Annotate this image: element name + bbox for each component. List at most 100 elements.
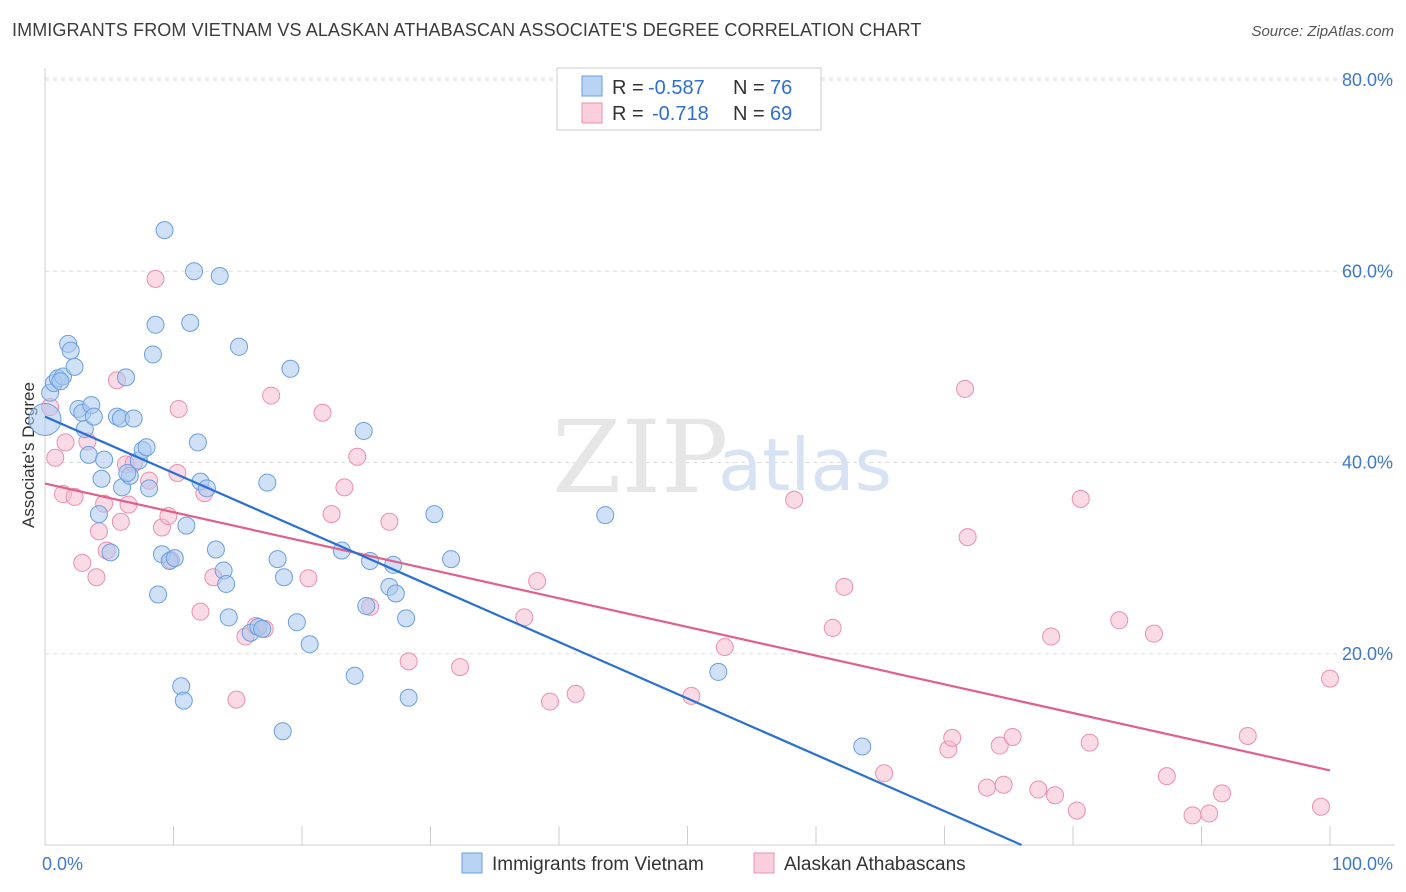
point-immigrants-from-vietnam (185, 262, 204, 281)
legend-r-label-pink: R = (612, 103, 644, 125)
point-immigrants-from-vietnam (397, 609, 416, 628)
legend-r-value-blue: -0.587 (648, 77, 705, 99)
y-tick-labels: 20.0% 40.0% 60.0% 80.0% (1342, 70, 1393, 664)
point-immigrants-from-vietnam (709, 662, 728, 681)
point-alaskan-athabascans (958, 528, 977, 547)
point-immigrants-from-vietnam (230, 337, 249, 356)
point-alaskan-athabascans (1144, 624, 1163, 643)
point-alaskan-athabascans (715, 638, 734, 657)
bottom-legend-swatch-blue (461, 852, 483, 874)
legend-n-label-blue: N = (733, 77, 765, 99)
y-axis-title: Associate's Degree (19, 382, 38, 528)
point-alaskan-athabascans (943, 728, 962, 747)
point-immigrants-from-vietnam (140, 479, 159, 498)
point-immigrants-from-vietnam (149, 585, 168, 604)
point-immigrants-from-vietnam (146, 315, 165, 334)
point-alaskan-athabascans (1110, 611, 1129, 630)
point-alaskan-athabascans (146, 269, 165, 288)
point-alaskan-athabascans (1029, 780, 1048, 799)
trend-line-immigrants-from-vietnam (44, 415, 1023, 847)
x-tick-labels: 0.0% 100.0% (42, 854, 1393, 874)
point-alaskan-athabascans (1238, 726, 1257, 745)
point-immigrants-from-vietnam (253, 619, 272, 638)
point-immigrants-from-vietnam (155, 221, 174, 240)
point-alaskan-athabascans (111, 512, 130, 531)
point-immigrants-from-vietnam (425, 505, 444, 524)
point-alaskan-athabascans (348, 447, 367, 466)
point-immigrants-from-vietnam (399, 688, 418, 707)
point-alaskan-athabascans (1042, 627, 1061, 646)
point-immigrants-from-vietnam (188, 433, 207, 452)
point-alaskan-athabascans (528, 572, 547, 591)
point-alaskan-athabascans (835, 577, 854, 596)
point-alaskan-athabascans (191, 602, 210, 621)
bottom-legend: Immigrants from Vietnam Alaskan Athabasc… (461, 852, 966, 875)
point-immigrants-from-vietnam (357, 596, 376, 615)
point-alaskan-athabascans (262, 386, 281, 405)
point-alaskan-athabascans (1213, 784, 1232, 803)
point-alaskan-athabascans (1046, 786, 1065, 805)
point-immigrants-from-vietnam (219, 608, 238, 627)
top-legend: R = -0.587 N = 76 R = -0.718 N = 69 (556, 67, 822, 131)
point-alaskan-athabascans (89, 522, 108, 541)
point-alaskan-athabascans (1071, 489, 1090, 508)
point-alaskan-athabascans (785, 490, 804, 509)
point-immigrants-from-vietnam (174, 691, 193, 710)
point-immigrants-from-vietnam (116, 368, 135, 387)
point-immigrants-from-vietnam (101, 543, 120, 562)
point-immigrants-from-vietnam (258, 473, 277, 492)
gridlines (45, 77, 1395, 655)
point-alaskan-athabascans (451, 658, 470, 677)
point-immigrants-from-vietnam (137, 438, 156, 457)
legend-swatch-blue (581, 75, 603, 97)
point-immigrants-from-vietnam (79, 445, 98, 464)
y-tick-label: 40.0% (1342, 453, 1393, 473)
point-immigrants-from-vietnam (61, 341, 80, 360)
point-alaskan-athabascans (73, 553, 92, 572)
point-alaskan-athabascans (227, 690, 246, 709)
point-immigrants-from-vietnam (853, 737, 872, 756)
bottom-legend-label-blue: Immigrants from Vietnam (492, 854, 704, 875)
point-immigrants-from-vietnam (354, 421, 373, 440)
point-alaskan-athabascans (399, 652, 418, 671)
point-alaskan-athabascans (1080, 733, 1099, 752)
point-immigrants-from-vietnam (596, 506, 615, 525)
point-alaskan-athabascans (313, 403, 332, 422)
bottom-legend-swatch-pink (753, 852, 775, 874)
point-alaskan-athabascans (1183, 806, 1202, 825)
point-immigrants-from-vietnam (268, 550, 287, 569)
point-alaskan-athabascans (1321, 669, 1339, 688)
point-alaskan-athabascans (322, 505, 341, 524)
point-immigrants-from-vietnam (92, 469, 111, 488)
point-immigrants-from-vietnam (275, 568, 294, 587)
point-immigrants-from-vietnam (386, 584, 405, 603)
point-immigrants-from-vietnam (181, 313, 200, 332)
legend-n-label-pink: N = (733, 103, 765, 125)
watermark-atlas: atlas (718, 423, 892, 507)
point-immigrants-from-vietnam (300, 635, 319, 654)
y-tick-label: 20.0% (1342, 644, 1393, 664)
trend-lines (44, 415, 1331, 847)
point-alaskan-athabascans (823, 618, 842, 637)
point-alaskan-athabascans (56, 433, 75, 452)
bottom-legend-label-pink: Alaskan Athabascans (784, 854, 966, 875)
point-immigrants-from-vietnam (273, 722, 292, 741)
point-immigrants-from-vietnam (89, 505, 108, 524)
point-immigrants-from-vietnam (210, 267, 229, 286)
source-label: Source: ZipAtlas.com (1251, 23, 1394, 40)
point-immigrants-from-vietnam (28, 402, 62, 436)
legend-n-value-pink: 69 (770, 103, 792, 125)
legend-r-value-pink: -0.718 (652, 103, 709, 125)
point-immigrants-from-vietnam (143, 345, 162, 364)
point-alaskan-athabascans (1200, 804, 1219, 823)
y-tick-label: 60.0% (1342, 261, 1393, 281)
point-alaskan-athabascans (335, 478, 354, 497)
point-immigrants-from-vietnam (281, 359, 300, 378)
point-alaskan-athabascans (956, 379, 975, 398)
point-immigrants-from-vietnam (84, 407, 103, 426)
point-alaskan-athabascans (169, 399, 188, 418)
trend-line-alaskan-athabascans (44, 482, 1331, 772)
point-immigrants-from-vietnam (287, 613, 306, 632)
point-immigrants-from-vietnam (124, 409, 143, 428)
point-immigrants-from-vietnam (345, 666, 364, 685)
